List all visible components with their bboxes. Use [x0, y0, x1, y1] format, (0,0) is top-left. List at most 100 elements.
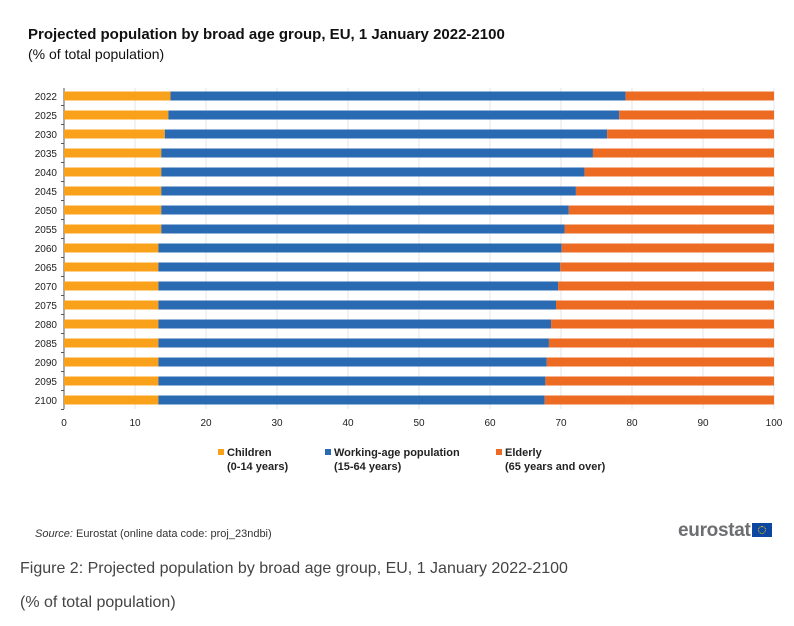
y-tick-label: 2030	[35, 130, 58, 141]
y-tick-label: 2075	[35, 301, 58, 312]
bar-working-age	[158, 319, 552, 329]
chart-title: Projected population by broad age group,…	[28, 26, 505, 43]
x-tick-label: 0	[61, 418, 67, 429]
y-tick-label: 2022	[35, 92, 58, 103]
bar-elderly	[584, 167, 774, 177]
bar-elderly	[545, 376, 774, 386]
bar-working-age	[161, 205, 569, 215]
bar-elderly	[575, 186, 774, 196]
bar-children	[64, 148, 162, 158]
bar-working-age	[161, 167, 585, 177]
bar-working-age	[158, 376, 546, 386]
x-tick-label: 60	[484, 418, 496, 429]
bar-children	[64, 262, 159, 272]
x-tick-label: 100	[766, 418, 783, 429]
legend-swatch	[218, 449, 224, 455]
bar-children	[64, 376, 159, 386]
x-tick-label: 20	[200, 418, 212, 429]
legend-label: Working-age population	[334, 447, 460, 459]
x-tick-label: 10	[129, 418, 141, 429]
y-tick-label: 2050	[35, 206, 58, 217]
y-tick-label: 2035	[35, 149, 58, 160]
bar-children	[64, 395, 159, 405]
x-tick-label: 50	[413, 418, 425, 429]
y-tick-label: 2080	[35, 320, 58, 331]
bar-children	[64, 338, 159, 348]
y-tick-label: 2060	[35, 244, 58, 255]
bar-children	[64, 224, 162, 234]
bar-working-age	[158, 281, 559, 291]
bar-elderly	[560, 262, 774, 272]
bar-working-age	[158, 357, 547, 367]
bar-elderly	[546, 357, 774, 367]
legend-item-working-age: Working-age population (15-64 years)	[325, 446, 460, 474]
y-tick-label: 2045	[35, 187, 58, 198]
bar-working-age	[161, 224, 565, 234]
source-label: Source:	[35, 528, 73, 540]
x-tick-label: 80	[626, 418, 638, 429]
bar-working-age	[158, 300, 557, 310]
y-tick-label: 2100	[35, 396, 58, 407]
bar-children	[64, 110, 169, 120]
bar-elderly	[544, 395, 774, 405]
legend-label: Children	[227, 447, 272, 459]
logo-text: eurostat	[678, 520, 751, 541]
y-tick-label: 2065	[35, 263, 58, 274]
figure-caption-sub: (% of total population)	[20, 594, 176, 611]
bar-elderly	[551, 319, 774, 329]
legend-swatch	[496, 449, 502, 455]
chart-plot: 0 10 20 30 40 50 60 70 80 90 100202220252030203520…	[35, 88, 783, 429]
y-tick-label: 2055	[35, 225, 58, 236]
legend-item-elderly: Elderly (65 years and over)	[496, 446, 605, 474]
bar-elderly	[558, 281, 774, 291]
bar-elderly	[592, 148, 774, 158]
source-text: Eurostat (online data code: proj_23ndbi)	[72, 528, 272, 540]
x-tick-label: 30	[271, 418, 283, 429]
x-tick-label: 70	[555, 418, 567, 429]
eu-flag-icon	[751, 523, 772, 537]
bar-elderly	[556, 300, 774, 310]
legend-sublabel: (15-64 years)	[334, 461, 402, 473]
bar-children	[64, 319, 159, 329]
y-tick-label: 2070	[35, 282, 58, 293]
bar-children	[64, 186, 162, 196]
bar-children	[64, 91, 171, 101]
bar-working-age	[158, 262, 561, 272]
bar-elderly	[625, 91, 774, 101]
bar-working-age	[158, 243, 562, 253]
bar-working-age	[164, 129, 608, 139]
bar-children	[64, 243, 159, 253]
y-tick-label: 2040	[35, 168, 58, 179]
eurostat-logo: eurostat	[678, 520, 772, 542]
bar-elderly	[561, 243, 774, 253]
bar-elderly	[607, 129, 774, 139]
bar-children	[64, 129, 165, 139]
x-tick-label: 90	[697, 418, 709, 429]
y-tick-label: 2090	[35, 358, 58, 369]
bar-children	[64, 357, 159, 367]
y-tick-label: 2095	[35, 377, 58, 388]
legend-label: Elderly	[505, 447, 542, 459]
bar-working-age	[158, 395, 545, 405]
legend-sublabel: (65 years and over)	[505, 461, 606, 473]
legend-sublabel: (0-14 years)	[227, 461, 289, 473]
legend-swatch	[325, 449, 331, 455]
bar-working-age	[161, 186, 576, 196]
bar-elderly	[564, 224, 774, 234]
figure-caption: Figure 2: Projected population by broad …	[20, 560, 568, 577]
bar-working-age	[158, 338, 549, 348]
y-tick-label: 2085	[35, 339, 58, 350]
chart-subtitle: (% of total population)	[28, 46, 165, 62]
bar-elderly	[619, 110, 774, 120]
bar-working-age	[170, 91, 626, 101]
bar-children	[64, 205, 162, 215]
x-tick-label: 40	[342, 418, 354, 429]
bar-children	[64, 167, 162, 177]
bar-working-age	[161, 148, 593, 158]
source-note: Source: Eurostat (online data code: proj…	[35, 528, 272, 540]
bar-elderly	[548, 338, 774, 348]
legend-item-children: Children (0-14 years)	[218, 446, 288, 474]
bar-children	[64, 300, 159, 310]
bar-working-age	[168, 110, 620, 120]
bar-children	[64, 281, 159, 291]
